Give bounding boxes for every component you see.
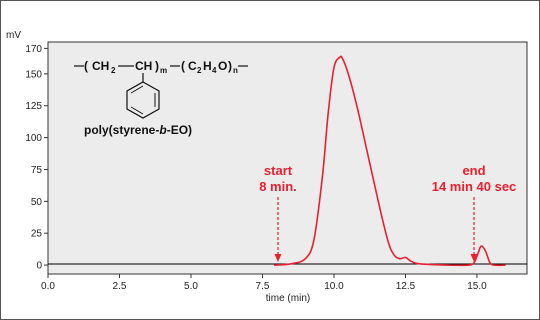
y-tick-label-0: 0 xyxy=(36,261,42,272)
paren-close-2: ) xyxy=(228,59,232,73)
caption-b: b xyxy=(159,123,166,137)
paren-close-1: ) xyxy=(155,59,159,73)
ch2-subscript: 2 xyxy=(111,66,116,75)
x-tick-label-3: 7.5 xyxy=(256,281,270,292)
o-label: O xyxy=(218,59,227,73)
y-tick-label-2: 50 xyxy=(31,197,43,208)
x-axis-label: time (min) xyxy=(266,293,310,304)
benzene-double-bond-1 xyxy=(130,85,144,94)
plot-area xyxy=(47,41,528,275)
x-tick-label-4: 10.0 xyxy=(324,281,344,292)
end-arrowhead xyxy=(470,254,478,262)
polymer-structure: ( CH 2 CH ) m ( C 2 H 4 O ) n poly(styre… xyxy=(74,59,248,137)
caption-prefix: poly(styrene- xyxy=(84,123,159,137)
y-tick-label-7: 170 xyxy=(25,44,42,55)
end-annotation-time: 14 min 40 sec xyxy=(432,179,517,194)
caption-suffix: -EO) xyxy=(167,123,192,137)
y-tick-label-3: 75 xyxy=(31,165,43,176)
y-tick-label-5: 125 xyxy=(25,101,42,112)
y-tick-label-6: 150 xyxy=(25,69,42,80)
chart-marks xyxy=(273,55,506,267)
start-annotation-label: start xyxy=(264,163,293,178)
ch-label: CH xyxy=(135,59,152,73)
x-tick-label-0: 0.0 xyxy=(41,281,55,292)
m-subscript: m xyxy=(160,66,167,75)
benzene-ring-icon xyxy=(126,81,160,119)
end-annotation-label: end xyxy=(462,163,485,178)
benzene-double-bond-3 xyxy=(130,106,144,115)
start-annotation-time: 8 min. xyxy=(259,179,297,194)
chromatogram-line xyxy=(273,55,506,267)
h-subscript: 4 xyxy=(212,66,217,75)
y-tick-label-4: 100 xyxy=(25,133,42,144)
x-tick-label-1: 2.5 xyxy=(113,281,127,292)
x-tick-label-2: 5.0 xyxy=(184,281,198,292)
paren-open-1: ( xyxy=(84,59,88,73)
start-arrowhead xyxy=(274,254,282,262)
c-label: C xyxy=(188,59,197,73)
paren-open-2: ( xyxy=(181,59,185,73)
x-tick-label-6: 15.0 xyxy=(467,281,487,292)
y-axis: mV 0 25 50 75 100 125 150 170 xyxy=(6,30,48,272)
ch2-label: CH xyxy=(92,59,109,73)
c-subscript: 2 xyxy=(197,66,202,75)
polymer-caption: poly(styrene-b-EO) xyxy=(84,123,192,137)
y-tick-label-1: 25 xyxy=(31,229,43,240)
x-axis: time (min) 0.0 2.5 5.0 7.5 10.0 12.5 15.0 xyxy=(41,274,487,304)
h-label: H xyxy=(203,59,212,73)
n-subscript: n xyxy=(233,66,238,75)
annotations: start 8 min. end 14 min 40 sec xyxy=(259,163,516,262)
y-axis-label: mV xyxy=(6,30,21,41)
x-tick-label-5: 12.5 xyxy=(396,281,416,292)
